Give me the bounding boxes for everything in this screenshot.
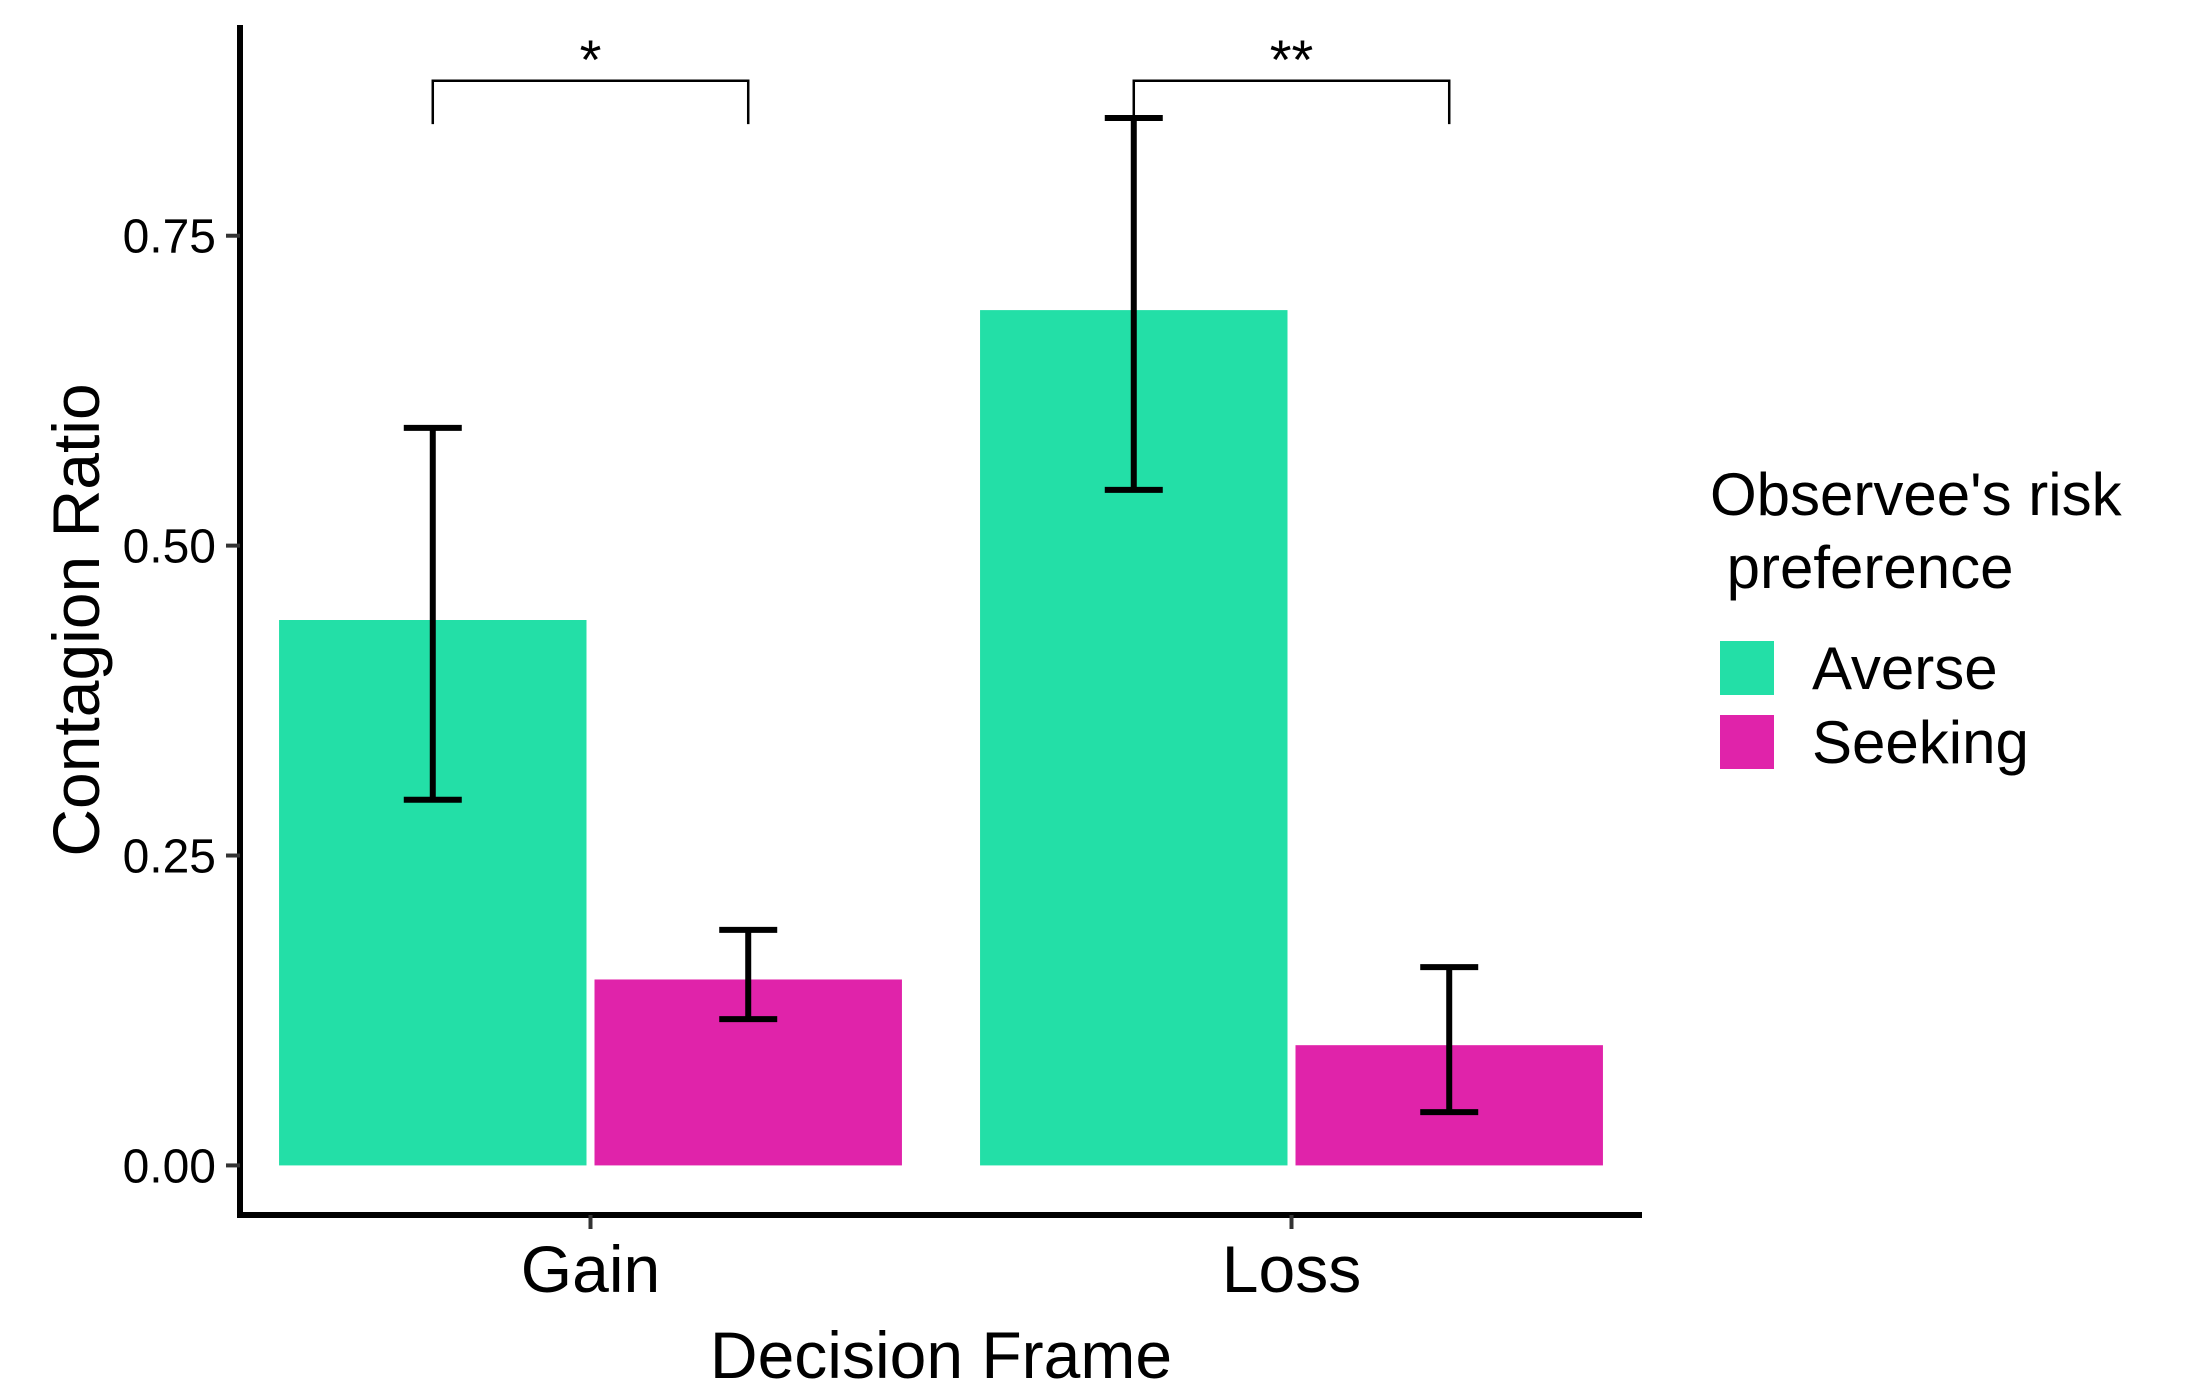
x-tick-label: Gain	[521, 1232, 660, 1306]
bracket-line	[431, 79, 750, 125]
x-tick-label: Loss	[1222, 1232, 1361, 1306]
x-axis-title: Decision Frame	[710, 1318, 1172, 1392]
significance-bracket: *	[431, 28, 750, 125]
legend-label-seeking: Seeking	[1812, 709, 2029, 776]
legend-label-averse: Averse	[1812, 635, 1998, 702]
errorbar-seeking-gain	[719, 926, 778, 1023]
bars-layer	[279, 310, 1603, 1166]
legend-title-line-2: preference	[1710, 534, 2014, 601]
significance-label: *	[580, 28, 602, 91]
y-axis-title: Contagion Ratio	[39, 383, 113, 856]
significance-label: **	[1270, 28, 1314, 91]
y-tick-label: 0.25	[123, 831, 216, 884]
significance-bracket: **	[1132, 28, 1451, 125]
x-axis-ticks: Gain Loss	[521, 1215, 1361, 1306]
y-tick-label: 0.50	[123, 521, 216, 574]
y-axis-ticks: 0.00 0.25 0.50 0.75	[123, 211, 240, 1193]
legend-swatch-seeking	[1720, 715, 1774, 769]
y-tick-label: 0.75	[123, 211, 216, 264]
errorbar-averse-gain	[403, 424, 462, 803]
legend-swatch-averse	[1720, 641, 1774, 695]
errorbar-seeking-loss	[1420, 964, 1479, 1116]
legend: Observee's risk preference Averse Seekin…	[1710, 461, 2123, 776]
bracket-line	[1132, 79, 1451, 125]
errorbars-layer	[403, 114, 1479, 1116]
legend-title-line-1: Observee's risk	[1710, 461, 2123, 528]
y-tick-label: 0.00	[123, 1140, 216, 1193]
significance-layer: * **	[431, 28, 1451, 125]
